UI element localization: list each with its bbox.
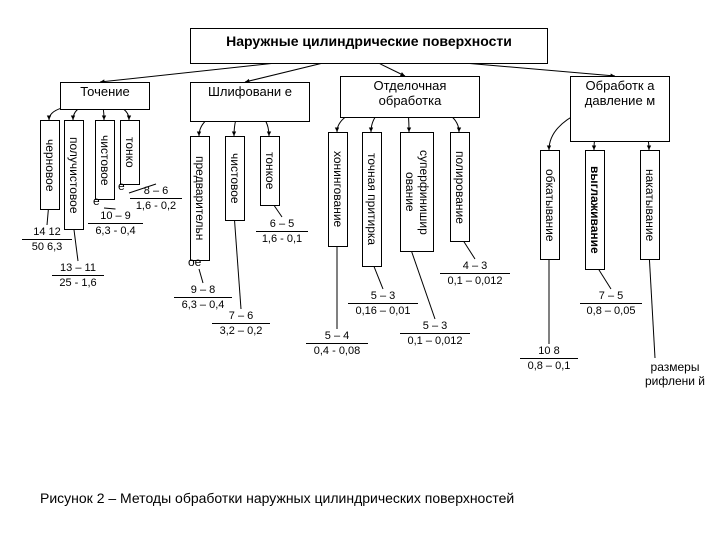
leaf-tail-l3: е [93,194,100,208]
extra-note: размеры рифлени й [630,360,720,388]
fraction-l11: 4 – 30,1 – 0,012 [440,260,510,287]
leaf-l5: предварительн [190,136,210,261]
fraction-l10: 5 – 30,1 – 0,012 [400,320,470,347]
leaf-l8: хонингование [328,132,348,247]
leaf-l11: полирование [450,132,470,242]
leaf-tail-l4: е [118,179,125,193]
fraction-l8: 5 – 40,4 - 0,08 [306,330,368,357]
fraction-l12: 10 80,8 – 0,1 [520,345,578,372]
category-c1: Точение [60,82,150,110]
fraction-l2: 13 – 1125 - 1,6 [52,262,104,289]
leaf-l9: точная притирка [362,132,382,267]
fraction-l6: 7 – 63,2 – 0,2 [212,310,270,337]
fraction-l7: 6 – 51,6 - 0,1 [256,218,308,245]
fraction-l5: 9 – 86,3 – 0,4 [174,284,232,311]
fraction-l1: 14 1250 6,3 [22,226,72,253]
leaf-l13: выглаживание [585,150,605,270]
root-node: Наружные цилиндрические поверхности [190,28,548,64]
fraction-l13: 7 – 50,8 – 0,05 [580,290,642,317]
fraction-l4: 8 – 61,6 - 0,2 [130,185,182,212]
leaf-l10: суперфинишир ование [400,132,434,252]
figure-caption: Рисунок 2 – Методы обработки наружных ци… [40,490,514,506]
leaf-l2: получистовое [64,120,84,230]
fraction-l3: 10 – 96,3 - 0,4 [88,210,143,237]
category-c2: Шлифовани е [190,82,310,122]
leaf-l12: обкатывание [540,150,560,260]
leaf-l4: тонко [120,120,140,185]
leaf-l1: черновое [40,120,60,210]
category-c3: Отделочная обработка [340,76,480,118]
leaf-l3: чистовое [95,120,115,200]
leaf-l7: тонкое [260,136,280,206]
leaf-l6: чистовое [225,136,245,221]
leaf-tail-l5: ое [188,255,201,269]
category-c4: Обработк а давление м [570,76,670,142]
fraction-l9: 5 – 30,16 – 0,01 [348,290,418,317]
leaf-l14: накатывание [640,150,660,260]
